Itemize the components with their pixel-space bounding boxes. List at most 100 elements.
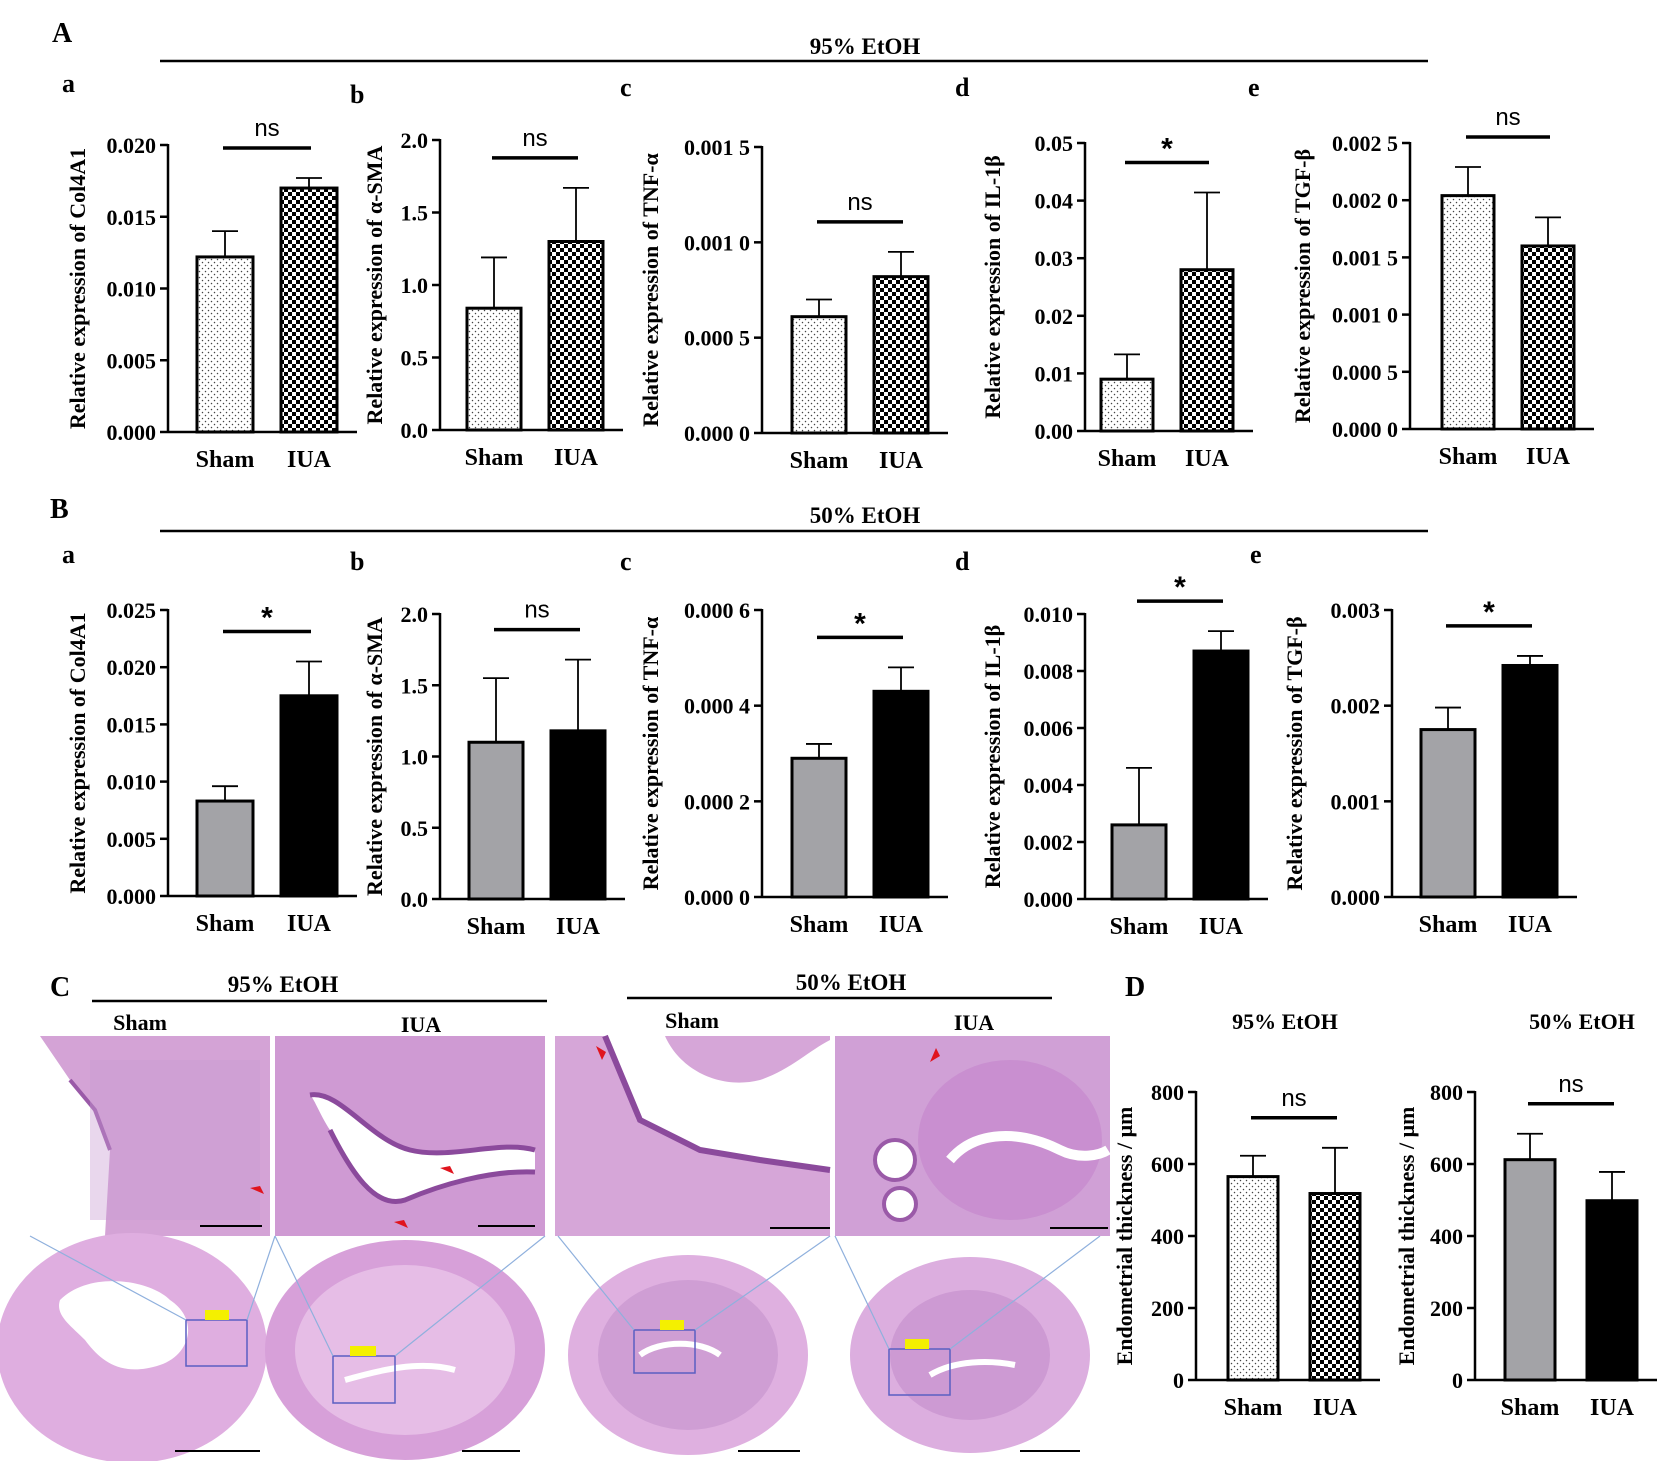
y-tick-label: 0.006 xyxy=(1024,716,1074,741)
chart-title: 95% EtOH xyxy=(1232,1009,1338,1034)
y-tick-label: 0.008 xyxy=(1024,659,1074,684)
y-axis-label: Relative expression of α-SMA xyxy=(362,145,387,424)
chart-A-b: 0.0 0.5 1.0 1.5 2.0 Relative expression of α-… xyxy=(350,80,623,471)
zoom-connectors xyxy=(29,1235,1101,1357)
y-axis-label: Relative expression of TGF-β xyxy=(1282,616,1307,890)
significance-label: ns xyxy=(1558,1071,1583,1098)
y-tick-label: 0.003 xyxy=(1331,598,1381,623)
x-tick-label: IUA xyxy=(287,911,332,937)
significance-label: ns xyxy=(522,125,547,152)
chart-A-d: 0.00 0.01 0.02 0.03 0.04 0.05 Relative express… xyxy=(955,73,1253,472)
y-tick-label: 0.005 xyxy=(107,827,157,852)
y-axis-label: Relative expression of Col4A1 xyxy=(65,612,90,893)
x-tick-label: IUA xyxy=(554,445,599,471)
panel-C-group-3: Sham xyxy=(665,1008,719,1033)
bar-iua xyxy=(1179,268,1235,433)
y-axis-label: Relative expression of α-SMA xyxy=(362,617,387,896)
y-tick-label: 0.000 4 xyxy=(684,694,750,719)
y-tick-label: 0.005 xyxy=(107,348,157,373)
bar-sham xyxy=(195,799,255,898)
y-tick-label: 0.02 xyxy=(1035,304,1074,329)
bar-iua xyxy=(547,240,605,432)
x-tick-label: IUA xyxy=(1526,444,1571,470)
panel-C-condition-right: 50% EtOH xyxy=(796,970,907,995)
y-tick-label: 0.000 xyxy=(107,884,157,909)
significance-label: * xyxy=(1174,571,1186,604)
x-tick-label: Sham xyxy=(1419,912,1478,938)
bar-sham xyxy=(1503,1158,1557,1382)
y-tick-label: 2.0 xyxy=(401,128,429,153)
bar-sham xyxy=(195,255,255,434)
micrograph-high-sham-50 xyxy=(555,1034,831,1236)
chart-sub-letter: b xyxy=(350,80,364,109)
y-tick-label: 0.000 0 xyxy=(684,421,750,446)
y-tick-label: 0.0 xyxy=(401,418,429,443)
y-tick-label: 0.000 2 xyxy=(684,789,750,814)
y-tick-label: 800 xyxy=(1430,1080,1463,1105)
bar-iua xyxy=(872,275,930,435)
y-tick-label: 0.010 xyxy=(107,277,157,302)
y-tick-label: 0.03 xyxy=(1035,246,1074,271)
y-tick-label: 400 xyxy=(1430,1224,1463,1249)
chart-B-c: 0.000 0 0.000 2 0.000 4 0.000 6 Relative exp… xyxy=(620,547,948,938)
significance-label: ns xyxy=(1495,104,1520,131)
x-tick-label: IUA xyxy=(1590,1395,1635,1421)
y-axis-label: Endometrial thickness / μm xyxy=(1394,1107,1419,1366)
arrow-marker xyxy=(440,1166,454,1174)
x-tick-label: IUA xyxy=(287,447,332,473)
chart-sub-letter: a xyxy=(62,69,75,98)
y-axis-label: Relative expression of IL-1β xyxy=(980,625,1005,889)
y-tick-label: 0.0 xyxy=(401,887,429,912)
x-tick-label: IUA xyxy=(1185,446,1230,472)
x-tick-label: Sham xyxy=(1224,1395,1283,1421)
x-tick-label: Sham xyxy=(1110,914,1169,940)
bar-sham xyxy=(465,306,523,432)
x-tick-label: IUA xyxy=(1313,1395,1358,1421)
y-tick-label: 0.000 0 xyxy=(1332,417,1398,442)
y-tick-label: 0.001 5 xyxy=(684,135,750,160)
y-tick-label: 0.020 xyxy=(107,133,157,158)
significance-label: * xyxy=(1483,596,1495,629)
x-tick-label: IUA xyxy=(879,912,924,938)
y-axis-label: Relative expression of TNF-α xyxy=(638,616,663,890)
panel-B-letter: B xyxy=(50,494,69,525)
y-tick-label: 0.000 5 xyxy=(1332,360,1398,385)
y-tick-label: 0 xyxy=(1452,1368,1463,1393)
bar-iua xyxy=(1520,244,1576,431)
y-tick-label: 1.0 xyxy=(401,745,429,770)
y-tick-label: 0.5 xyxy=(401,346,429,371)
chart-sub-letter: d xyxy=(955,73,970,102)
panel-D-letter: D xyxy=(1125,972,1145,1003)
y-tick-label: 0.020 xyxy=(107,655,157,680)
y-tick-label: 200 xyxy=(1430,1296,1463,1321)
bar-sham xyxy=(1419,728,1477,899)
y-tick-label: 0.000 5 xyxy=(684,326,750,351)
bar-sham xyxy=(1110,823,1168,901)
y-axis-label: Relative expression of IL-1β xyxy=(980,155,1005,419)
bar-sham xyxy=(467,740,525,901)
significance-label: ns xyxy=(254,115,279,142)
y-tick-label: 0.002 0 xyxy=(1332,188,1398,213)
x-tick-label: IUA xyxy=(1508,912,1553,938)
bar-sham xyxy=(1226,1175,1280,1382)
y-tick-label: 1.5 xyxy=(401,673,429,698)
micrograph-low-sham-95 xyxy=(0,1233,267,1461)
panel-C-group-2: IUA xyxy=(401,1012,441,1037)
micrograph-high-iua-95 xyxy=(275,1036,545,1236)
y-tick-label: 0.00 xyxy=(1035,419,1074,444)
micrograph-low-sham-50 xyxy=(568,1255,808,1455)
x-tick-label: Sham xyxy=(1098,446,1157,472)
panel-C-group-1: Sham xyxy=(113,1010,167,1035)
significance-label: ns xyxy=(847,189,872,216)
micrograph-high-iua-50 xyxy=(835,1036,1111,1236)
y-tick-label: 0.01 xyxy=(1035,361,1074,386)
y-tick-label: 0.002 5 xyxy=(1332,131,1398,156)
panel-B-condition: 50% EtOH xyxy=(810,503,921,528)
y-tick-label: 0.000 xyxy=(1024,887,1074,912)
significance-label: ns xyxy=(1281,1085,1306,1112)
chart-sub-letter: e xyxy=(1248,73,1260,102)
y-tick-label: 0.010 xyxy=(107,770,157,795)
x-tick-label: IUA xyxy=(556,914,601,940)
panel-C-letter: C xyxy=(50,972,70,1003)
